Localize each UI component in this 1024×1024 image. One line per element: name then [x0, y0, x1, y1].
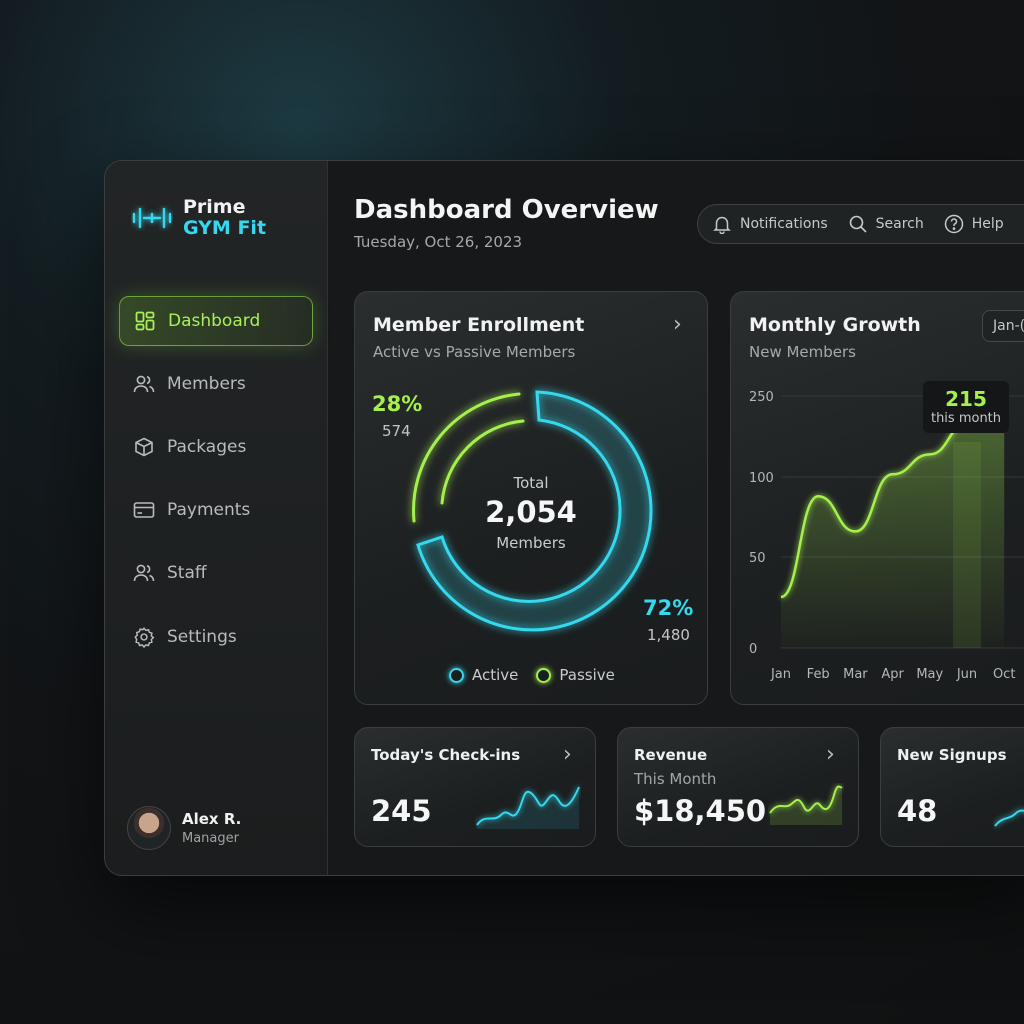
y-tick-label: 100 [749, 471, 774, 486]
x-tick-label: Mar [843, 667, 868, 682]
search-label: Search [875, 216, 924, 232]
search-icon [849, 215, 867, 233]
active-percent: 72% [643, 596, 694, 620]
donut-passive-inner-arc [440, 419, 525, 505]
gear-icon [133, 626, 155, 648]
avatar [127, 806, 171, 850]
donut-total-label: Total [513, 474, 549, 492]
member-enrollment-card: Member Enrollment Active vs Passive Memb… [354, 291, 708, 705]
stat-title: Revenue [634, 746, 708, 764]
y-tick-label: 0 [749, 642, 757, 657]
dumbbell-icon [132, 207, 172, 229]
page-date: Tuesday, Oct 26, 2023 [354, 233, 523, 251]
sidebar-item-label: Dashboard [168, 311, 261, 331]
user-profile[interactable]: Alex R. Manager [127, 806, 241, 850]
sidebar-item-payments[interactable]: Payments [119, 486, 311, 534]
bell-icon [713, 216, 731, 234]
donut-passive-outer-arc [412, 392, 521, 523]
stat-value: $18,450 [634, 794, 767, 828]
user-name: Alex R. [182, 810, 242, 828]
signups-sparkline [994, 809, 1024, 827]
x-tick-label: Feb [807, 667, 830, 682]
search-button[interactable]: Search [848, 214, 924, 234]
dashboard-icon [134, 310, 156, 332]
app-window: Prime GYM Fit Dashboard Members Packages [104, 160, 1024, 876]
help-icon [944, 214, 963, 234]
legend-passive-label: Passive [559, 666, 615, 684]
y-tick-label: 50 [749, 551, 766, 566]
card-title: Member Enrollment [373, 314, 585, 336]
sidebar-item-label: Packages [167, 437, 247, 457]
sidebar-item-label: Members [167, 374, 246, 394]
growth-chart: 250 100 50 0 Jan Feb Mar Apr May Jun Oct [749, 390, 1024, 682]
donut-total-value: 2,054 [485, 495, 577, 529]
x-tick-label: Jun [956, 667, 977, 682]
chevron-right-icon[interactable]: › [563, 742, 572, 767]
y-tick-label: 250 [749, 390, 774, 405]
stat-subtitle: This Month [634, 770, 717, 788]
chevron-right-icon[interactable]: › [826, 742, 835, 767]
sidebar-item-members[interactable]: Members [119, 360, 311, 408]
donut-total-unit: Members [496, 534, 566, 552]
x-tick-label: Jan [770, 667, 791, 682]
sidebar-item-label: Staff [167, 563, 207, 583]
x-tick-label: Apr [881, 667, 904, 682]
chevron-right-icon[interactable]: › [673, 312, 682, 337]
sidebar-item-settings[interactable]: Settings [119, 613, 311, 661]
donut-active-segment [416, 390, 653, 632]
chart-tooltip: 215 this month [923, 381, 1009, 433]
card-icon [133, 499, 155, 521]
brand-subname: GYM Fit [183, 217, 267, 239]
stat-value: 245 [371, 794, 432, 828]
series-area [781, 398, 1005, 648]
signups-card[interactable]: New Signups 48 [880, 727, 1024, 847]
stat-value: 48 [897, 794, 938, 828]
stat-title: Today's Check-ins [371, 746, 521, 764]
sidebar-item-packages[interactable]: Packages [119, 423, 311, 471]
chart-legend: Active Passive [449, 666, 615, 684]
brand-logo[interactable]: Prime GYM Fit [131, 197, 266, 239]
revenue-card[interactable]: Revenue This Month › $18,450 [617, 727, 859, 847]
page-title: Dashboard Overview [354, 195, 659, 225]
active-count: 1,480 [647, 626, 690, 644]
notifications-label: Notifications [740, 216, 828, 232]
members-icon [133, 373, 155, 395]
sidebar: Prime GYM Fit Dashboard Members Packages [105, 161, 328, 875]
legend-active-label: Active [472, 666, 519, 684]
card-subtitle: New Members [749, 343, 856, 361]
monthly-growth-card: Monthly Growth New Members Jan-( 250 100 5… [730, 291, 1024, 705]
sidebar-item-label: Payments [167, 500, 251, 520]
date-range-select[interactable]: Jan-( [982, 310, 1024, 342]
brand-name: Prime [183, 196, 246, 218]
x-tick-label: May [916, 667, 943, 682]
passive-count: 574 [382, 422, 411, 440]
staff-icon [133, 562, 155, 584]
tooltip-label: this month [930, 411, 1002, 426]
help-label: Help [971, 216, 1004, 232]
package-icon [133, 436, 155, 458]
sidebar-item-staff[interactable]: Staff [119, 549, 311, 597]
stat-title: New Signups [897, 746, 1007, 764]
x-tick-label: Oct [993, 667, 1015, 682]
checkins-sparkline [476, 786, 580, 829]
donut-chart [412, 390, 653, 632]
card-title: Monthly Growth [749, 314, 921, 336]
user-role: Manager [182, 831, 239, 846]
tooltip-value: 215 [945, 387, 987, 411]
help-button[interactable]: Help [944, 214, 1004, 234]
passive-percent: 28% [372, 392, 423, 416]
sidebar-item-dashboard[interactable]: Dashboard [119, 296, 313, 346]
top-toolbar: Notifications Search Help [697, 204, 1024, 244]
revenue-sparkline [769, 785, 843, 825]
sidebar-item-label: Settings [167, 627, 237, 647]
notifications-button[interactable]: Notifications [712, 214, 828, 234]
checkins-card[interactable]: Today's Check-ins › 245 [354, 727, 596, 847]
legend-active-swatch [449, 667, 464, 683]
legend-passive-swatch [536, 667, 552, 683]
card-subtitle: Active vs Passive Members [373, 343, 576, 361]
